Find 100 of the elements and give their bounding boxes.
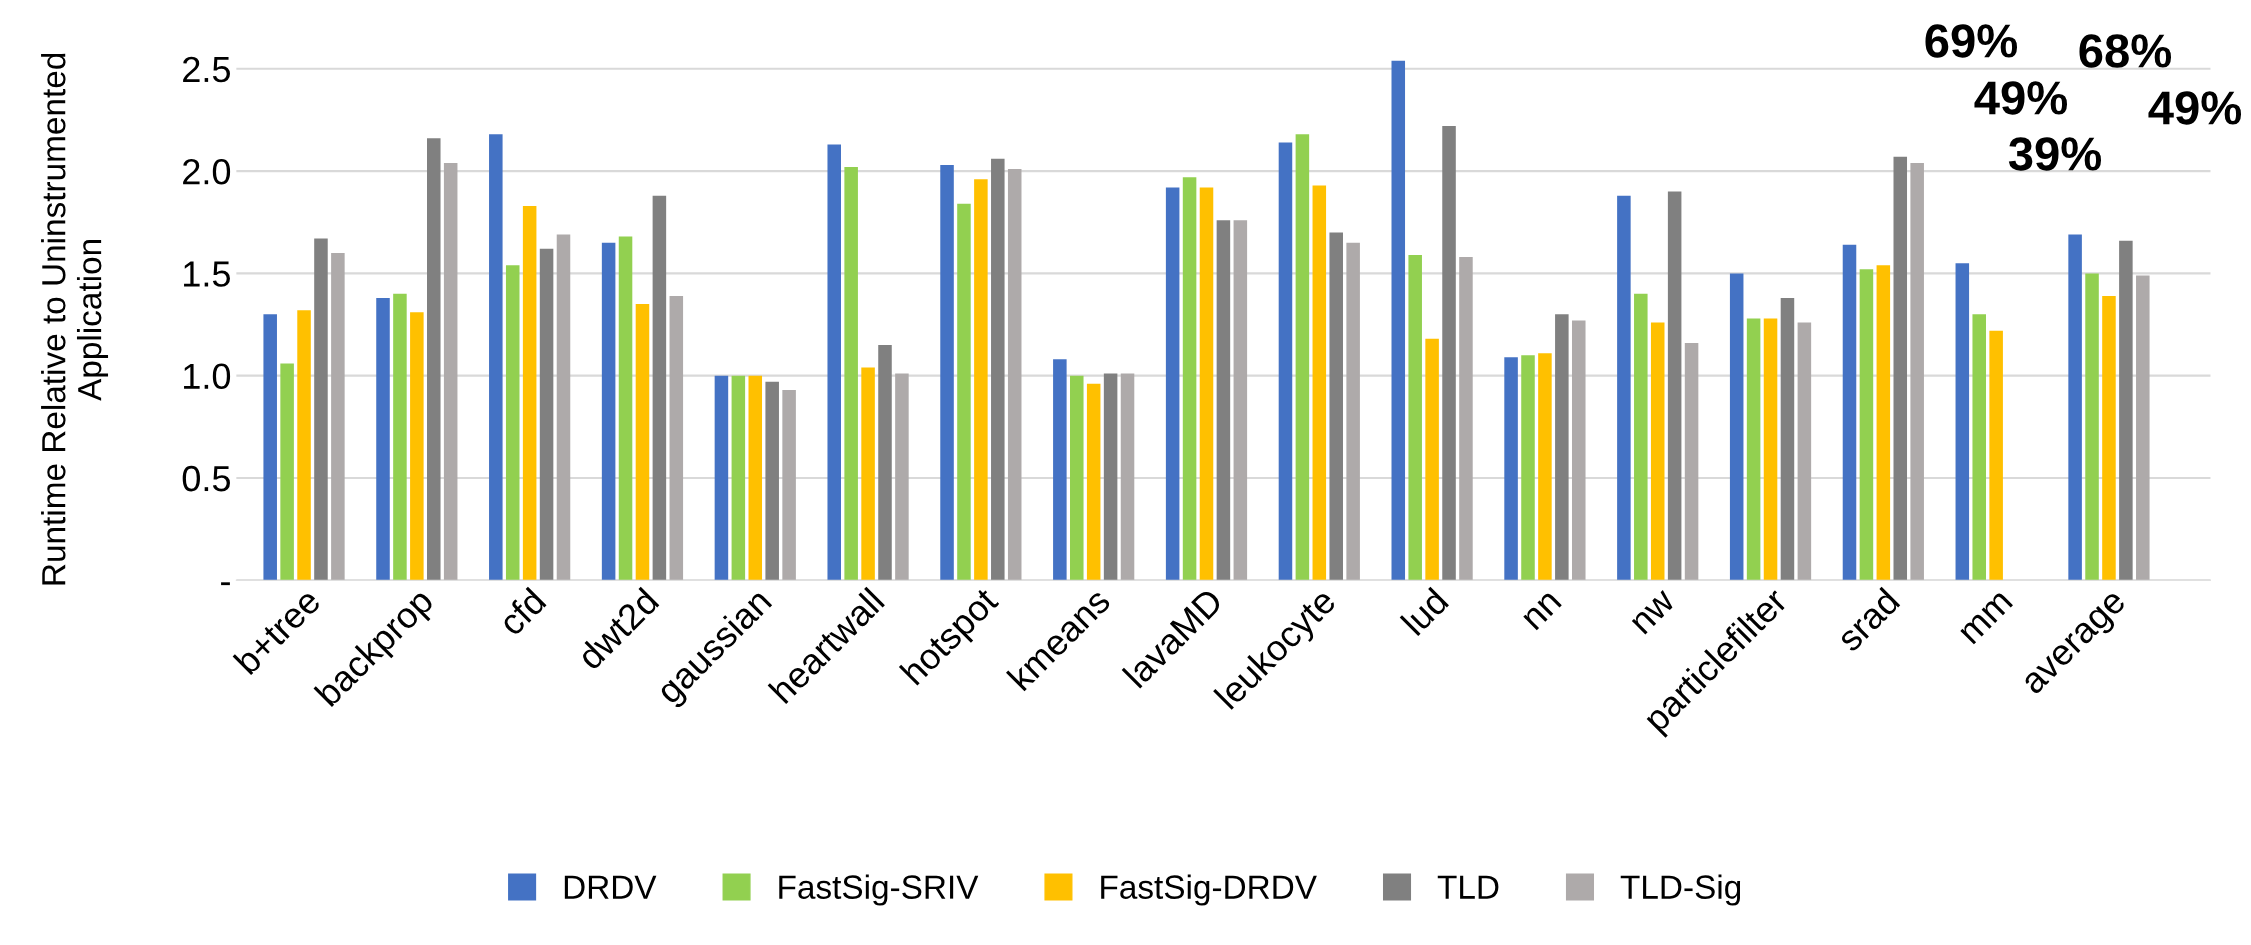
bar [1070,375,1084,581]
bar [878,344,892,581]
y-axis-title: Runtime Relative to Uninstrumented Application [41,53,109,585]
bar [731,375,746,581]
bar [1086,383,1101,581]
bar [280,363,294,581]
y-tick-label: 2.0 [183,158,231,185]
bar [895,373,909,581]
bar [1312,185,1327,581]
bar [393,293,407,581]
y-tick-label: 2.5 [183,56,230,83]
bar [1538,353,1552,581]
bar [1893,156,1908,581]
bar [314,238,328,581]
bar [427,138,441,581]
bar [1797,322,1812,581]
annotation: 49% [1974,81,2068,115]
bar [1408,254,1422,581]
y-tick-label: 1.5 [184,261,230,287]
bar [1521,355,1535,581]
bar [2068,234,2082,581]
bar [556,234,571,581]
bar [652,195,667,581]
bar [669,295,684,581]
bar [1910,162,1924,581]
bar [1876,265,1891,581]
bar [1216,220,1231,581]
bar [1329,232,1343,581]
bar [601,242,616,581]
bar [1120,373,1135,581]
bar [489,134,503,581]
bar [2136,275,2150,581]
bar [1199,187,1214,581]
annotation: 39% [2008,137,2102,171]
bar [1571,320,1586,581]
bar [991,158,1005,581]
bar [940,164,954,581]
bar [1667,191,1682,581]
annotation: 49% [2148,91,2242,125]
bar [1650,322,1665,581]
bar [714,375,729,581]
y-tick-label: 1.0 [184,363,231,390]
legend-label: TLD [1437,875,1499,899]
bar [957,203,971,581]
bar [844,167,858,581]
bar [1763,318,1778,581]
bar [1103,373,1118,581]
bar [1684,342,1699,581]
x-tick-label: mm [1960,591,2013,645]
bar [331,252,345,581]
legend-label: FastSig-SRIV [779,874,979,906]
bar [410,312,424,581]
bar [1504,357,1518,581]
bar [539,248,554,581]
bar [974,179,988,581]
x-tick-label: nn [1522,591,1562,631]
bar [297,310,311,581]
bar [1007,169,1022,581]
legend-label: TLD-Sig [1620,874,1741,906]
bar [2119,240,2133,581]
y-tick-label: 0.5 [182,465,230,492]
bar [263,314,277,581]
bar [443,162,458,581]
bar [522,205,537,581]
bar [1278,142,1293,581]
bar [2085,273,2099,581]
annotation: 68% [2079,34,2172,68]
bar [505,265,520,581]
bar [1425,338,1439,581]
bar [1746,318,1761,581]
legend-label: DRDV [564,875,657,899]
x-tick-label: lud [1399,586,1450,637]
bar [1346,242,1360,581]
bar [748,375,763,581]
bar [861,367,875,581]
bar [2102,295,2116,581]
bar [827,144,841,581]
bar [1972,314,1986,581]
bar [1295,134,1310,581]
bar [1780,297,1795,581]
bar [1459,257,1473,581]
bar [618,236,633,581]
bar [1989,330,2003,581]
bar [635,304,650,581]
bar [1955,263,1970,581]
legend-label: FastSig-DRDV [1101,874,1317,906]
y-tick-label: - [221,582,230,586]
bar [376,297,390,581]
bar [1729,273,1744,581]
bar [765,381,779,581]
bar [1391,60,1406,581]
bar [1165,187,1180,581]
bar [1617,195,1631,581]
bar [1634,293,1648,581]
bar [1182,177,1197,581]
text: 69% [1925,24,2018,58]
bar [1053,359,1067,581]
bar [1442,126,1456,581]
bar [1842,244,1857,581]
bar [1233,220,1248,581]
